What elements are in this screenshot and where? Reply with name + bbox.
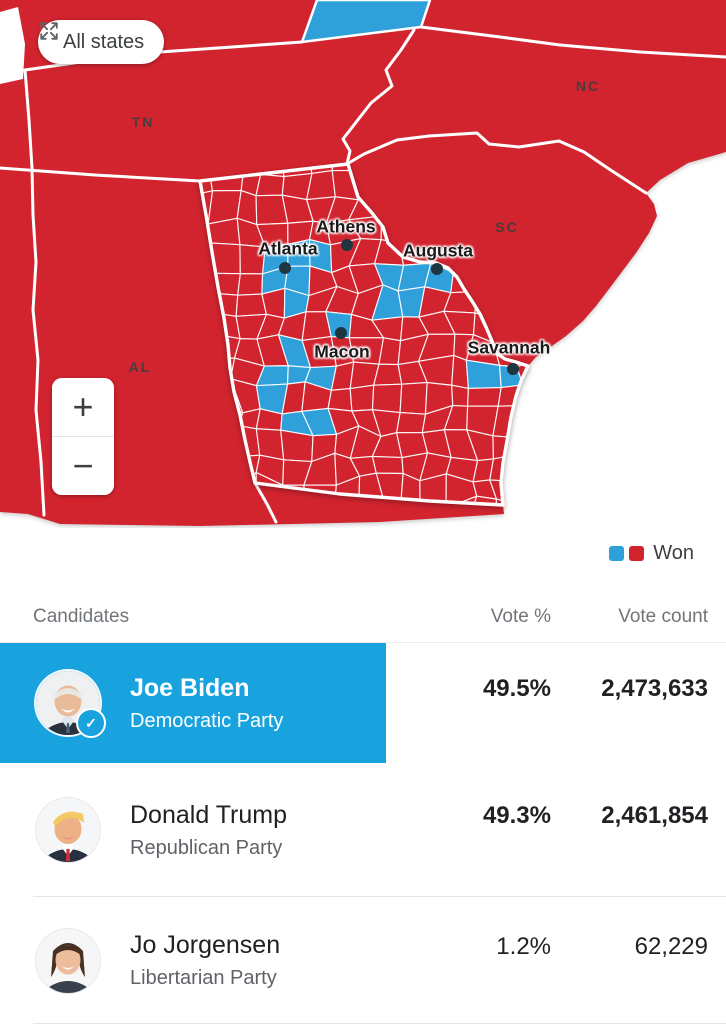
won-legend: Won — [609, 542, 694, 565]
candidate-party: Republican Party — [130, 836, 283, 859]
state-label-nc: NC — [575, 78, 601, 94]
vote-pct-value: 49.3% — [482, 802, 551, 829]
vote-pct-value: 49.5% — [482, 675, 551, 702]
legend-bar: Won — [0, 528, 726, 592]
won-legend-label: Won — [653, 542, 694, 564]
state-label-sc: SC — [495, 219, 519, 235]
table-header: Candidates Vote % Vote count — [0, 592, 726, 643]
candidate-name: Jo Jorgensen — [130, 931, 281, 959]
savannah-dot-icon — [507, 363, 519, 375]
candidate-name: Donald Trump — [130, 800, 288, 829]
choropleth-map — [0, 0, 726, 526]
vote-count-header: Vote count — [618, 606, 708, 627]
all-states-label: All states — [63, 30, 145, 53]
city-label-savannah: Savannah — [467, 337, 551, 358]
vote-pct-header: Vote % — [490, 606, 551, 627]
candidate-row-jorgensen[interactable]: Jo Jorgensen Libertarian Party 1.2% 62,2… — [0, 897, 726, 1024]
trump-avatar — [36, 798, 100, 862]
republican-won-swatch — [629, 546, 645, 561]
augusta-dot-icon — [431, 263, 443, 275]
vote-count-value: 2,461,854 — [601, 802, 708, 829]
city-label-augusta: Augusta — [403, 240, 473, 261]
map-zoom-control: + − — [52, 378, 114, 495]
atlanta-dot-icon — [279, 262, 291, 274]
jorgensen-avatar — [36, 928, 100, 993]
zoom-in-button[interactable]: + — [52, 378, 114, 436]
candidate-party: Democratic Party — [130, 709, 284, 732]
athens-dot-icon — [341, 239, 353, 251]
zoom-control-divider — [52, 436, 114, 437]
candidates-header: Candidates — [33, 606, 130, 627]
candidate-row-biden[interactable]: ✓ Joe Biden Democratic Party 49.5% 2,473… — [0, 643, 726, 763]
map-canvas[interactable]: TN NC SC AL Atlanta Athens Augusta Macon… — [0, 0, 726, 528]
candidate-party: Libertarian Party — [130, 967, 277, 989]
candidate-name: Joe Biden — [130, 673, 250, 702]
map-edge-cutout — [0, 7, 25, 84]
zoom-out-button[interactable]: − — [52, 437, 114, 495]
city-label-atlanta: Atlanta — [258, 238, 318, 259]
democrat-won-swatch — [609, 546, 625, 561]
vote-count-value: 62,229 — [634, 932, 708, 960]
candidate-row-trump[interactable]: Donald Trump Republican Party 49.3% 2,46… — [0, 763, 726, 897]
vote-pct-value: 1.2% — [496, 932, 551, 960]
all-states-button[interactable]: All states — [38, 20, 165, 64]
winner-check-icon: ✓ — [76, 708, 106, 738]
state-label-tn: TN — [131, 114, 155, 130]
georgia-state-outline — [198, 162, 530, 507]
state-label-al: AL — [128, 359, 152, 375]
blue-state-region — [300, 0, 432, 44]
macon-dot-icon — [335, 327, 347, 339]
city-label-macon: Macon — [314, 341, 370, 362]
vote-count-value: 2,473,633 — [601, 675, 708, 702]
city-label-athens: Athens — [316, 216, 376, 237]
